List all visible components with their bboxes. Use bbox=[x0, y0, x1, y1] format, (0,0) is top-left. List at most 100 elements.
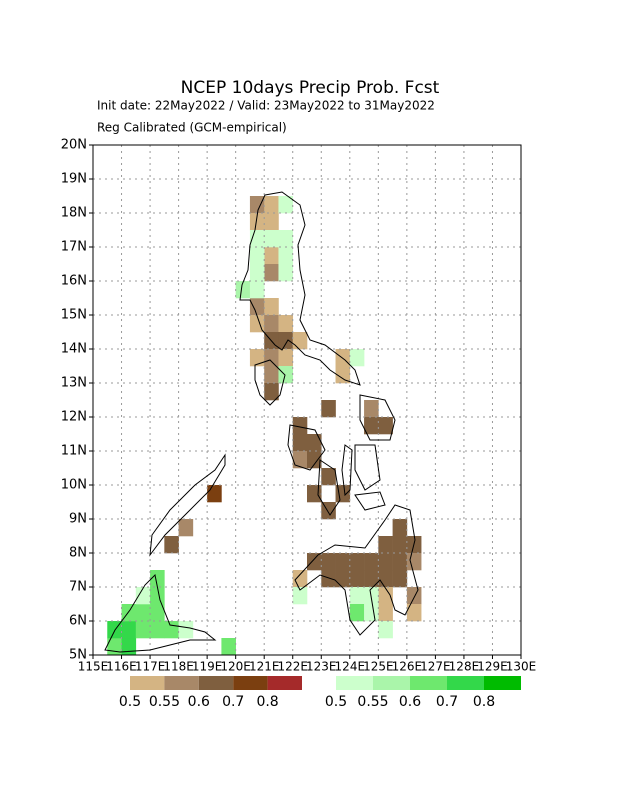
legend-swatch bbox=[164, 676, 199, 690]
coastline bbox=[359, 394, 396, 441]
coastline bbox=[341, 444, 353, 497]
grid-cell bbox=[292, 451, 308, 469]
legend-swatch bbox=[130, 676, 165, 690]
grid-cell bbox=[307, 485, 322, 503]
grid-cell bbox=[364, 604, 379, 622]
legend-label: 0.7 bbox=[436, 694, 458, 710]
legend-label: 0.5 bbox=[325, 694, 347, 710]
x-tick-label: 119E bbox=[192, 660, 223, 674]
grid-cell bbox=[406, 553, 422, 571]
grid-cell bbox=[292, 570, 308, 588]
grid-cell bbox=[392, 519, 408, 537]
grid-cell bbox=[264, 383, 279, 401]
legend-label: 0.6 bbox=[399, 694, 421, 710]
plot-frame bbox=[92, 144, 522, 656]
x-tick-label: 128E bbox=[449, 660, 480, 674]
grid-cell bbox=[264, 366, 279, 384]
x-tick-label: 123E bbox=[306, 660, 337, 674]
legend-label: 0.55 bbox=[357, 694, 388, 710]
grid-cell bbox=[249, 349, 265, 367]
coastline bbox=[239, 191, 361, 386]
grid-cell bbox=[121, 638, 137, 656]
grid-cell bbox=[278, 230, 294, 248]
grid-cell bbox=[378, 604, 393, 622]
grid-cell bbox=[278, 349, 294, 367]
grid-cell bbox=[264, 213, 279, 231]
grid-cell bbox=[150, 587, 165, 605]
coastline bbox=[294, 504, 419, 636]
coastlines bbox=[104, 191, 419, 653]
x-tick-label: 117E bbox=[135, 660, 166, 674]
legend-swatch bbox=[373, 676, 410, 690]
title: NCEP 10days Precip Prob. Fcst bbox=[181, 78, 440, 98]
grid-cell bbox=[364, 417, 379, 435]
grid-cell bbox=[264, 349, 279, 367]
grid-cell bbox=[292, 417, 308, 435]
grid-cell bbox=[364, 553, 379, 571]
y-tick-label: 6N bbox=[69, 614, 87, 629]
grid-cell bbox=[349, 349, 365, 367]
coastline bbox=[317, 459, 341, 516]
grid-cell bbox=[406, 604, 422, 622]
coastline bbox=[354, 491, 386, 511]
y-tick-label: 13N bbox=[61, 376, 87, 391]
legend-swatch bbox=[233, 676, 268, 690]
legend-swatch bbox=[410, 676, 447, 690]
legend-label: 0.6 bbox=[188, 694, 210, 710]
grid-cell bbox=[335, 570, 351, 588]
grid-cell bbox=[221, 638, 236, 656]
grid-cell bbox=[292, 434, 308, 452]
grid-cell bbox=[264, 247, 279, 265]
x-tick-label: 122E bbox=[277, 660, 308, 674]
legend-label: 0.7 bbox=[222, 694, 244, 710]
grid-cell bbox=[164, 536, 179, 554]
grid-cell bbox=[406, 587, 422, 605]
grid-cell bbox=[150, 621, 165, 639]
grid-cell bbox=[349, 587, 365, 605]
y-tick-label: 5N bbox=[69, 648, 87, 663]
grid-cell bbox=[207, 485, 222, 503]
y-tick-label: 11N bbox=[61, 444, 87, 459]
legend-label: 0.8 bbox=[473, 694, 495, 710]
subtitle: Reg Calibrated (GCM-empirical) bbox=[97, 121, 287, 135]
grid-cell bbox=[364, 570, 379, 588]
grid-cell bbox=[378, 417, 393, 435]
grid-cell bbox=[392, 536, 408, 554]
grid-cell bbox=[135, 621, 151, 639]
grid-cell bbox=[249, 281, 265, 299]
y-tick-label: 8N bbox=[69, 546, 87, 561]
x-tick-label: 121E bbox=[249, 660, 280, 674]
legend-swatch bbox=[267, 676, 302, 690]
grid-cell bbox=[378, 536, 393, 554]
x-tick-label: 115E bbox=[78, 660, 109, 674]
coastline bbox=[354, 444, 381, 491]
grid-cell bbox=[249, 213, 265, 231]
x-tick-label: 127E bbox=[420, 660, 451, 674]
legend: 0.5 0.55 0.6 0.7 0.8 0.5 0.55 0.6 0.7 0.8 bbox=[119, 676, 521, 710]
x-tick-label: 118E bbox=[163, 660, 194, 674]
grid-cell bbox=[264, 230, 279, 248]
y-tick-label: 7N bbox=[69, 580, 87, 595]
grid-cell bbox=[150, 570, 165, 588]
x-tick-label: 126E bbox=[392, 660, 423, 674]
legend-label: 0.55 bbox=[149, 694, 180, 710]
coastline bbox=[149, 453, 226, 557]
grid-cell bbox=[307, 434, 322, 452]
grid-cell bbox=[135, 587, 151, 605]
grid-cell bbox=[335, 366, 351, 384]
grid-cell bbox=[349, 604, 365, 622]
cells-layer bbox=[107, 196, 422, 656]
x-tick-label: 120E bbox=[220, 660, 251, 674]
grid-cell bbox=[278, 264, 294, 282]
legend-label: 0.5 bbox=[119, 694, 141, 710]
grid-cell bbox=[249, 247, 265, 265]
legend-swatch bbox=[484, 676, 521, 690]
grid-cell bbox=[178, 519, 194, 537]
subtitle: Init date: 22May2022 / Valid: 23May2022 … bbox=[97, 99, 435, 113]
grid-cell bbox=[349, 553, 365, 571]
grid-cell bbox=[321, 400, 336, 418]
grid-cell bbox=[249, 196, 265, 214]
x-tick-label: 129E bbox=[477, 660, 508, 674]
y-tick-label: 9N bbox=[69, 512, 87, 527]
